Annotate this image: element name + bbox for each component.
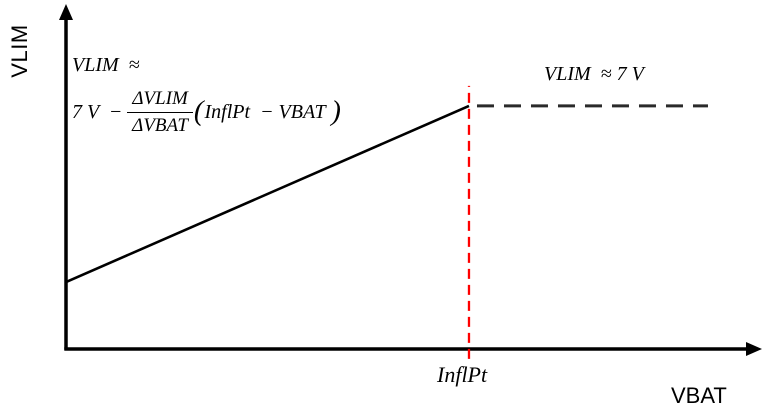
equation-open-paren: ( — [193, 94, 204, 127]
equation-prefix: 7 V − — [72, 101, 123, 123]
linear-region-line — [65, 104, 470, 284]
equation-numerator: ΔVLIM — [127, 88, 193, 113]
y-axis-arrowhead-icon — [59, 4, 73, 20]
inflection-point-label: InflPt — [437, 362, 488, 387]
equation-line1: VLIM ≈ — [72, 54, 140, 76]
equation-fraction: ΔVLIM ΔVBAT — [127, 88, 193, 137]
equation-close-paren: ) — [331, 94, 341, 127]
x-axis-label: VBAT — [671, 383, 727, 408]
y-axis-label: VLIM — [7, 24, 32, 78]
linear-region-equation: VLIM ≈ 7 V − ΔVLIM ΔVBAT ( InflPt − VBAT… — [72, 54, 342, 137]
x-axis-arrowhead-icon — [746, 342, 762, 356]
flat-region-label: VLIM ≈ 7 V — [544, 63, 644, 85]
equation-argument: InflPt − VBAT — [204, 100, 331, 123]
equation-line2: 7 V − ΔVLIM ΔVBAT ( InflPt − VBAT ) — [72, 88, 342, 137]
equation-denominator: ΔVBAT — [132, 115, 189, 136]
